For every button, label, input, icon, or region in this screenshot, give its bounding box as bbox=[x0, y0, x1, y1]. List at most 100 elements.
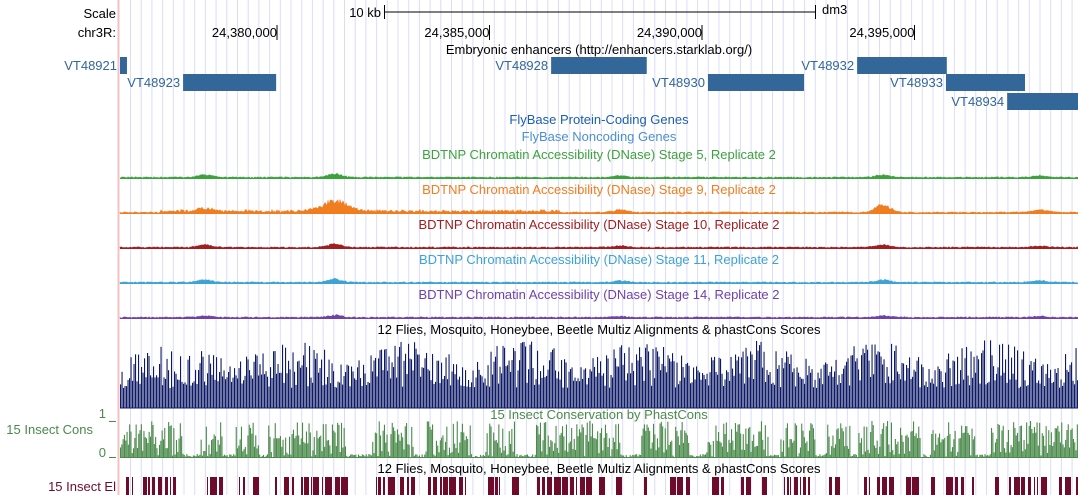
enhancers-track-title[interactable]: Embryonic enhancers (http://enhancers.st… bbox=[446, 42, 752, 57]
multiz-bar bbox=[613, 349, 615, 408]
multiz-bar bbox=[730, 356, 732, 408]
phastcons-bar bbox=[177, 451, 179, 457]
phastcons-bar bbox=[656, 438, 658, 457]
multiz-bar bbox=[720, 358, 722, 408]
phastcons-bar bbox=[812, 428, 814, 457]
multiz-bar bbox=[463, 386, 465, 408]
dnase-track-stage[interactable]: BDTNP Chromatin Accessibility (DNase) St… bbox=[119, 147, 1078, 179]
phastcons-bar bbox=[489, 423, 491, 457]
dnase-track-stage[interactable]: BDTNP Chromatin Accessibility (DNase) St… bbox=[119, 217, 1078, 249]
multiz-bar bbox=[840, 383, 842, 408]
multiz-bar bbox=[573, 380, 575, 408]
multiz-bar bbox=[499, 366, 501, 408]
dnase-track-stage[interactable]: BDTNP Chromatin Accessibility (DNase) St… bbox=[119, 252, 1078, 284]
enhancer-feature[interactable] bbox=[551, 57, 647, 74]
multiz-bar bbox=[838, 375, 840, 408]
multiz-bar bbox=[600, 361, 602, 408]
multiz-bar bbox=[948, 353, 950, 408]
phastcons-bar bbox=[672, 455, 674, 457]
enhancer-label[interactable]: VT48933 bbox=[890, 75, 943, 90]
phastcons-bar bbox=[916, 438, 918, 457]
phastcons-bar bbox=[1076, 424, 1078, 457]
phastcons-bar bbox=[568, 443, 570, 457]
enhancer-label[interactable]: VT48921 bbox=[64, 58, 117, 73]
phastcons-bar bbox=[874, 445, 876, 457]
multiz-bar bbox=[153, 366, 155, 408]
enhancer-feature[interactable] bbox=[120, 57, 127, 74]
phastcons-bar bbox=[303, 441, 305, 457]
dnase-track-stage[interactable]: BDTNP Chromatin Accessibility (DNase) St… bbox=[119, 287, 1078, 319]
multiz-bar bbox=[345, 371, 347, 408]
enhancer-feature[interactable] bbox=[945, 74, 1025, 91]
phastcons-bar bbox=[854, 454, 856, 457]
multiz-bar bbox=[1026, 386, 1028, 408]
phastcons-bar bbox=[134, 438, 136, 457]
phastcons-track-title[interactable]: 15 Insect Conservation by PhastCons bbox=[490, 407, 708, 422]
phastcons-bar bbox=[1054, 428, 1056, 457]
phastcons-bar bbox=[352, 455, 354, 457]
phastcons-bar bbox=[723, 423, 725, 457]
dnase-track-title[interactable]: BDTNP Chromatin Accessibility (DNase) St… bbox=[422, 147, 776, 162]
phastcons-bar bbox=[573, 439, 575, 457]
enhancer-label[interactable]: VT48934 bbox=[951, 94, 1004, 109]
enhancer-feature[interactable] bbox=[857, 57, 947, 74]
dnase-track-stage[interactable]: BDTNP Chromatin Accessibility (DNase) St… bbox=[119, 182, 1078, 214]
phastcons-bar bbox=[807, 450, 809, 457]
phastcons-bar bbox=[127, 444, 129, 457]
dnase-track-title[interactable]: BDTNP Chromatin Accessibility (DNase) St… bbox=[418, 217, 779, 232]
track-title-protein-coding-genes[interactable]: FlyBase Protein-Coding Genes bbox=[509, 112, 689, 127]
phastcons-bar bbox=[819, 454, 821, 457]
phastcons-bars[interactable] bbox=[120, 421, 1078, 458]
multiz-bar bbox=[765, 381, 767, 408]
phastcons-bar bbox=[984, 454, 986, 457]
enhancer-label[interactable]: VT48930 bbox=[652, 75, 705, 90]
enhancer-label[interactable]: VT48923 bbox=[127, 75, 180, 90]
elements-side-label[interactable]: 15 Insect El bbox=[48, 479, 116, 494]
phastcons-bar bbox=[833, 447, 835, 457]
phastcons-bar bbox=[341, 422, 343, 457]
phastcons-bar bbox=[196, 454, 198, 457]
conserved-element bbox=[803, 477, 806, 495]
dnase-track-title[interactable]: BDTNP Chromatin Accessibility (DNase) St… bbox=[422, 182, 776, 197]
multiz-bar bbox=[865, 344, 867, 408]
enhancer-label[interactable]: VT48928 bbox=[495, 58, 548, 73]
multiz-bar bbox=[1029, 364, 1031, 408]
multiz-bar bbox=[985, 384, 987, 408]
multiz-bar bbox=[718, 357, 720, 408]
enhancers-track[interactable]: VT48921 VT48923 VT48928 VT48930 VT48932 VT489… bbox=[64, 57, 1078, 110]
enhancer-feature[interactable] bbox=[183, 74, 277, 91]
multiz-bar bbox=[136, 381, 138, 408]
multiz-bar bbox=[582, 378, 584, 408]
phastcons-bar bbox=[1070, 429, 1072, 457]
phastcons-bar bbox=[320, 435, 322, 457]
phastcons-bar bbox=[784, 456, 786, 457]
multiz-bar bbox=[561, 360, 563, 408]
ruler-tick-label: 24,390,000 bbox=[637, 25, 702, 40]
dnase-track-title[interactable]: BDTNP Chromatin Accessibility (DNase) St… bbox=[419, 252, 779, 267]
enhancer-feature[interactable] bbox=[1007, 93, 1078, 110]
multiz-bar bbox=[280, 372, 282, 408]
multiz-conservation-bars[interactable] bbox=[120, 340, 1078, 409]
phastcons-bar bbox=[367, 456, 369, 457]
phastcons-bar bbox=[395, 442, 397, 457]
enhancer-feature[interactable] bbox=[707, 74, 804, 91]
multiz-track-title[interactable]: 12 Flies, Mosquito, Honeybee, Beetle Mul… bbox=[378, 322, 821, 337]
elements-track-title[interactable]: 12 Flies, Mosquito, Honeybee, Beetle Mul… bbox=[378, 461, 821, 476]
phastcons-bar bbox=[625, 455, 627, 457]
phastcons-side-label[interactable]: 15 Insect Cons bbox=[6, 422, 93, 437]
phastcons-bar bbox=[291, 434, 293, 457]
conserved-elements-bars[interactable] bbox=[126, 477, 1078, 495]
multiz-bar bbox=[1033, 362, 1035, 408]
phastcons-bar bbox=[266, 454, 268, 457]
track-title-noncoding-genes[interactable]: FlyBase Noncoding Genes bbox=[522, 129, 677, 144]
multiz-bar bbox=[885, 382, 887, 408]
phastcons-bar bbox=[998, 424, 1000, 457]
phastcons-bar bbox=[432, 424, 434, 457]
phastcons-bar bbox=[822, 455, 824, 457]
enhancer-label[interactable]: VT48932 bbox=[801, 58, 854, 73]
dnase-track-title[interactable]: BDTNP Chromatin Accessibility (DNase) St… bbox=[418, 287, 779, 302]
multiz-bar bbox=[1048, 377, 1050, 408]
multiz-bar bbox=[571, 367, 573, 408]
phastcons-bar bbox=[569, 441, 571, 457]
